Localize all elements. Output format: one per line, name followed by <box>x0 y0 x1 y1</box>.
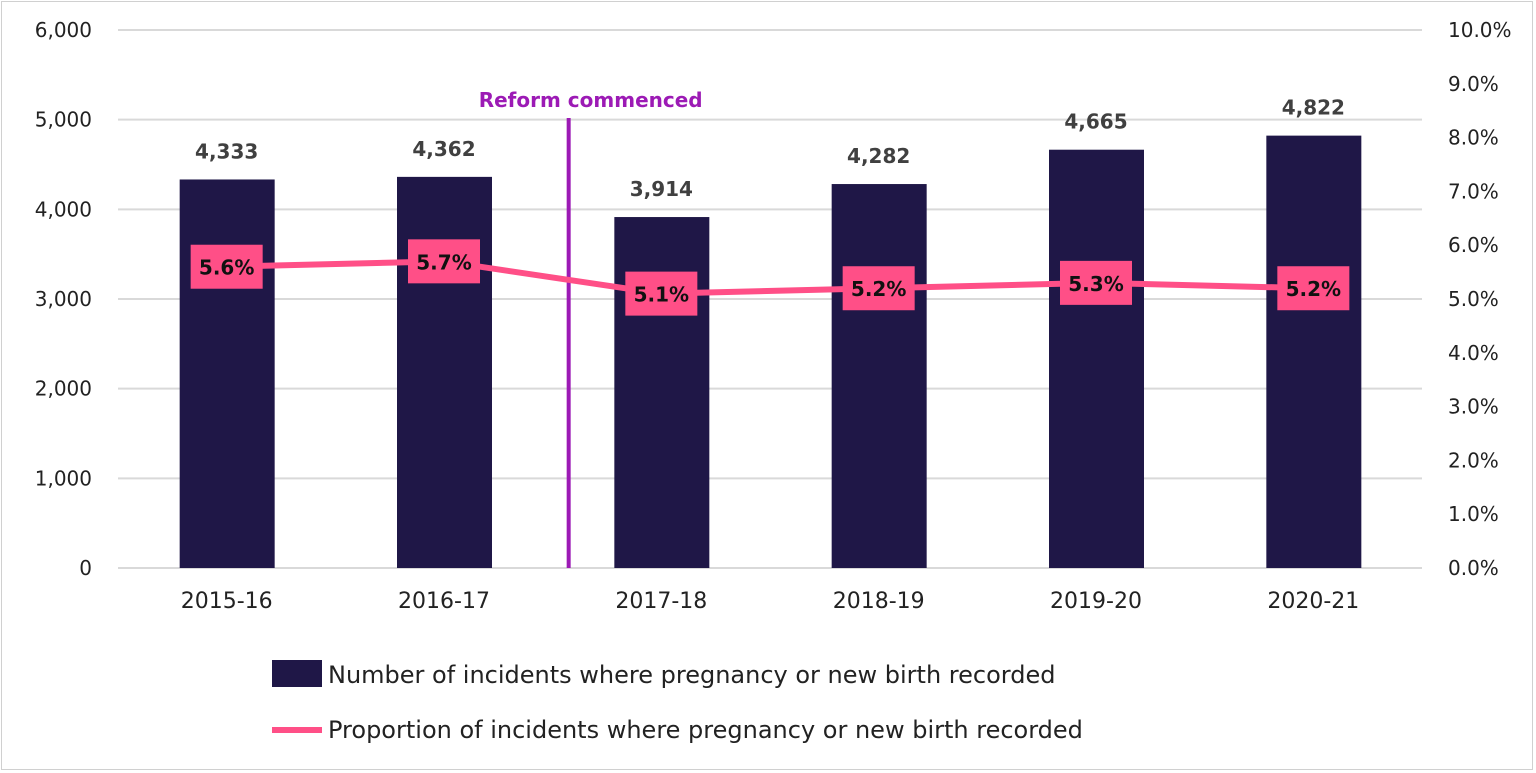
legend-bar-label: Number of incidents where pregnancy or n… <box>328 661 1055 689</box>
right-tick-label: 1.0% <box>1448 502 1499 526</box>
bar-data-label: 4,362 <box>412 137 475 161</box>
line-point-marker <box>408 239 480 284</box>
line-data-label: 5.1% <box>634 283 689 307</box>
bar-data-label: 4,665 <box>1064 110 1127 134</box>
left-tick-label: 1,000 <box>35 466 92 490</box>
category-label: 2016-17 <box>398 589 490 614</box>
line-point-marker <box>625 271 698 316</box>
proportion-line <box>226 258 1314 297</box>
left-tick-label: 0 <box>79 556 92 580</box>
category-label: 2018-19 <box>833 589 925 614</box>
bar-data-label: 3,914 <box>630 177 693 201</box>
left-tick-label: 3,000 <box>35 287 92 311</box>
line-point-marker <box>190 244 263 289</box>
line-point-marker <box>1060 260 1132 305</box>
line-data-label: 5.2% <box>1286 277 1341 301</box>
category-label: 2020-21 <box>1267 589 1359 614</box>
right-tick-label: 9.0% <box>1448 72 1499 96</box>
legend-line-label: Proportion of incidents where pregnancy … <box>328 716 1083 744</box>
right-tick-label: 0.0% <box>1448 556 1499 580</box>
left-tick-label: 5,000 <box>35 108 92 132</box>
bar <box>831 184 927 568</box>
bar-data-label: 4,282 <box>847 144 910 168</box>
legend-bar-swatch <box>272 660 322 687</box>
bar-data-label: 4,333 <box>195 139 258 163</box>
left-tick-label: 4,000 <box>35 197 92 221</box>
line-data-label: 5.6% <box>199 256 254 280</box>
bar <box>397 176 492 568</box>
bar-data-label: 4,822 <box>1282 96 1345 120</box>
line-point-marker <box>1277 266 1350 311</box>
left-tick-label: 6,000 <box>35 18 92 42</box>
category-label: 2017-18 <box>615 589 707 614</box>
bar <box>1049 149 1144 568</box>
line-data-label: 5.7% <box>416 250 471 274</box>
left-tick-label: 2,000 <box>35 377 92 401</box>
reform-annotation: Reform commenced <box>479 88 703 112</box>
right-tick-label: 4.0% <box>1448 341 1499 365</box>
bar <box>1266 135 1362 569</box>
line-data-label: 5.2% <box>851 277 906 301</box>
line-data-label: 5.3% <box>1068 272 1123 296</box>
right-tick-label: 3.0% <box>1448 395 1499 419</box>
bar <box>614 217 710 568</box>
category-label: 2015-16 <box>181 589 273 614</box>
right-tick-label: 5.0% <box>1448 287 1499 311</box>
right-tick-label: 6.0% <box>1448 233 1499 257</box>
right-tick-label: 2.0% <box>1448 448 1499 472</box>
right-tick-label: 8.0% <box>1448 126 1499 150</box>
right-tick-label: 10.0% <box>1448 18 1512 42</box>
bar <box>179 179 275 568</box>
right-tick-label: 7.0% <box>1448 179 1499 203</box>
line-point-marker <box>842 266 915 311</box>
category-label: 2019-20 <box>1050 589 1142 614</box>
